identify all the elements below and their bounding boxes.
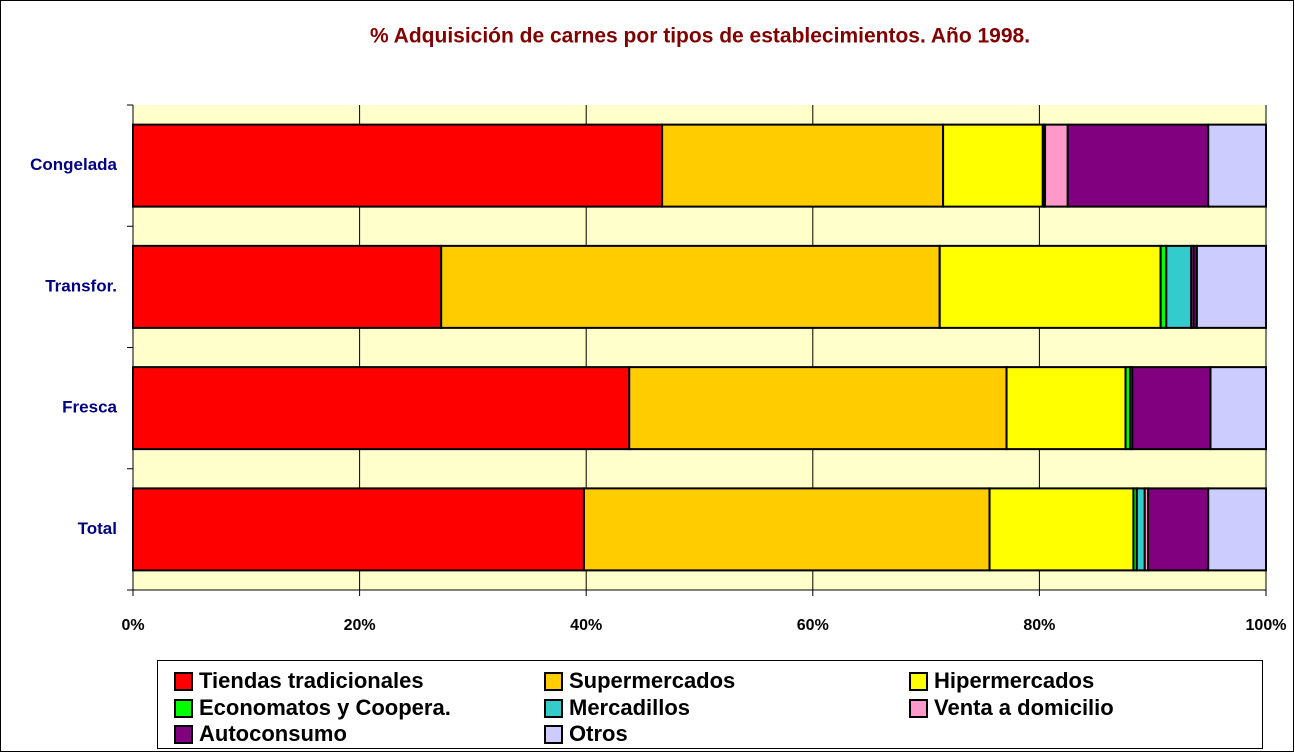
x-tick-label: 80% <box>1023 617 1055 634</box>
bar-segment <box>132 487 585 572</box>
legend-label: Mercadillos <box>569 695 690 720</box>
bar-segment <box>132 366 631 451</box>
bar-segment <box>440 244 941 329</box>
legend-label: Otros <box>569 721 628 746</box>
legend-label: Tiendas tradicionales <box>199 668 424 693</box>
legend-swatch <box>544 699 563 718</box>
bar-segment <box>1066 123 1210 208</box>
chart-title: % Adquisición de carnes por tipos de est… <box>370 25 1030 48</box>
legend-label: Venta a domicilio <box>934 695 1114 720</box>
x-tick-label: 40% <box>570 617 602 634</box>
bar-segment <box>628 366 1008 451</box>
x-tick-label: 20% <box>344 617 376 634</box>
legend-swatch <box>544 672 563 691</box>
bar-segment <box>661 123 945 208</box>
x-tick-label: 100% <box>1246 617 1287 634</box>
bar-segment <box>1195 244 1267 329</box>
bar-segment <box>1147 487 1210 572</box>
legend-label: Economatos y Coopera. <box>199 695 451 720</box>
x-tick-label: 60% <box>797 617 829 634</box>
bar-segment <box>1005 366 1127 451</box>
bar-segment <box>132 244 443 329</box>
legend-swatch <box>174 699 193 718</box>
bar-segment <box>1131 366 1212 451</box>
legend-swatch <box>909 699 928 718</box>
bar-segment <box>1135 487 1146 572</box>
bar-segment <box>1165 244 1193 329</box>
bar-segment <box>1044 123 1069 208</box>
y-tick-label: Transfor. <box>45 276 117 295</box>
legend-label: Autoconsumo <box>199 721 347 746</box>
bar-segment <box>938 244 1162 329</box>
legend-label: Hipermercados <box>934 668 1094 693</box>
bar-segment <box>582 487 991 572</box>
legend <box>157 660 1263 749</box>
legend-swatch <box>174 725 193 744</box>
bar-segment <box>988 487 1135 572</box>
bar-segment <box>1207 487 1268 572</box>
bar-segment <box>942 123 1044 208</box>
y-tick-label: Fresca <box>62 398 117 417</box>
y-tick-label: Congelada <box>30 155 117 174</box>
bar-segment <box>1207 123 1268 208</box>
legend-swatch <box>174 672 193 691</box>
bar-segment <box>132 123 664 208</box>
y-tick-label: Total <box>78 519 117 538</box>
legend-swatch <box>544 725 563 744</box>
bar-segment <box>1209 366 1268 451</box>
legend-swatch <box>909 672 928 691</box>
x-tick-label: 0% <box>121 617 144 634</box>
legend-label: Supermercados <box>569 668 735 693</box>
